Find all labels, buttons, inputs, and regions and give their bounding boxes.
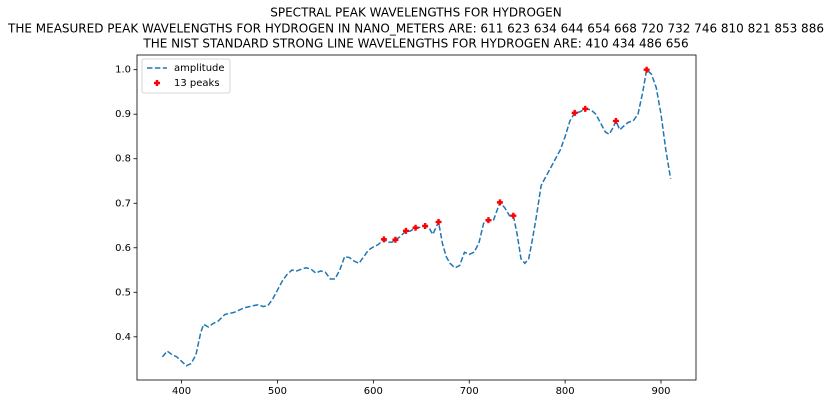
y-tick-label: 0.5: [115, 287, 131, 298]
y-tick-label: 0.9: [115, 109, 131, 120]
legend: amplitude 13 peaks: [141, 58, 231, 94]
legend-label: 13 peaks: [174, 78, 220, 89]
peak-marker: [412, 224, 419, 231]
x-tick-label: 500: [268, 386, 287, 397]
peak-marker: [422, 222, 429, 229]
legend-swatch: [154, 80, 160, 86]
x-tick-label: 400: [172, 386, 191, 397]
x-tick-label: 700: [460, 386, 479, 397]
x-tick-label: 900: [651, 386, 670, 397]
y-tick-label: 0.4: [115, 332, 131, 343]
y-tick-label: 1.0: [115, 65, 131, 76]
chart-subtitle: THE NIST STANDARD STRONG LINE WAVELENGTH…: [142, 37, 688, 51]
y-tick-label: 0.8: [115, 154, 131, 165]
peak-marker: [496, 199, 503, 206]
y-tick-label: 0.6: [115, 243, 131, 254]
peak-marker: [380, 236, 387, 243]
peak-marker: [392, 236, 399, 243]
peak-marker: [435, 218, 442, 225]
peak-marker: [643, 66, 650, 73]
legend-label: amplitude: [174, 63, 225, 74]
plot-frame: [136, 54, 697, 381]
x-tick-label: 800: [556, 386, 575, 397]
x-tick-label: 600: [364, 386, 383, 397]
y-tick-label: 0.7: [115, 198, 131, 209]
peak-marker: [571, 109, 578, 116]
chart-title: SPECTRAL PEAK WAVELENGTHS FOR HYDROGEN: [270, 6, 562, 20]
peak-marker: [582, 105, 589, 112]
peak-marker: [485, 217, 492, 224]
peak-marker: [402, 227, 409, 234]
chart-subtitle: THE MEASURED PEAK WAVELENGTHS FOR HYDROG…: [7, 22, 824, 36]
line: [161, 68, 672, 367]
peak-marker: [510, 212, 517, 219]
peak-marker: [612, 117, 619, 124]
